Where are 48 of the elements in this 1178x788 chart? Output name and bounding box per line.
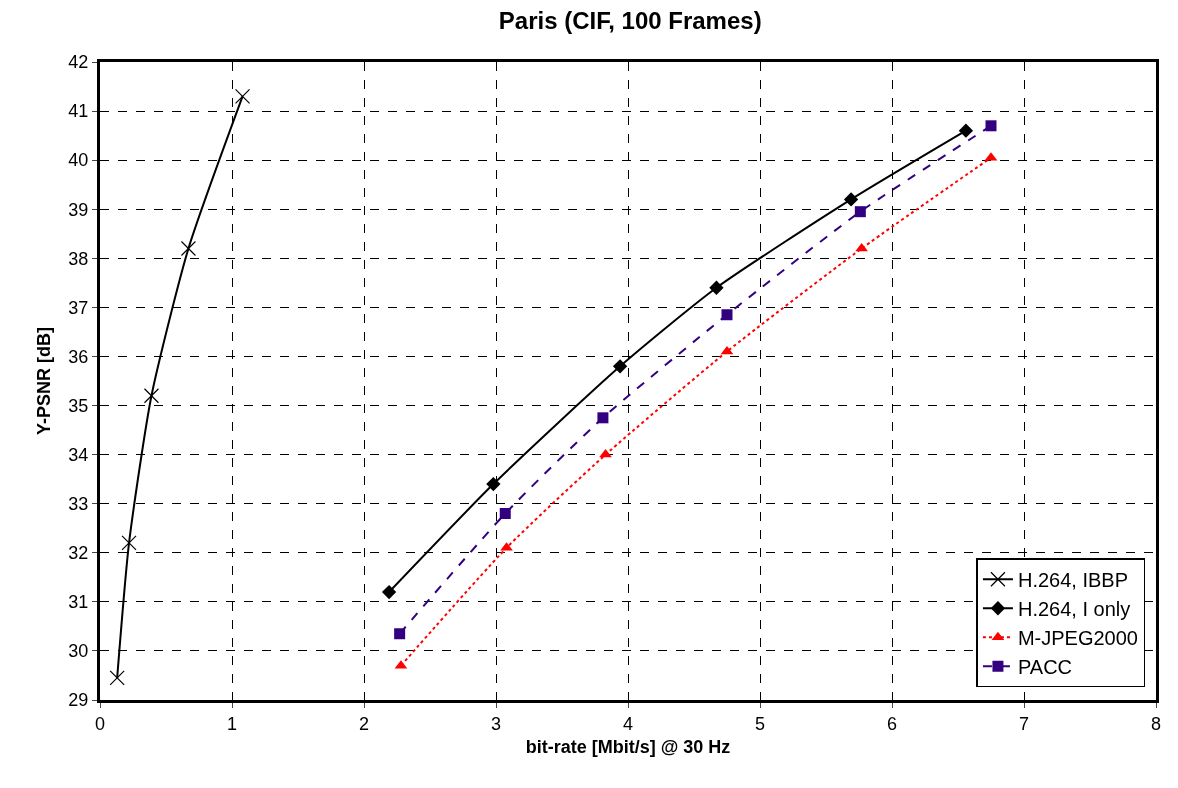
point <box>180 240 197 257</box>
point <box>843 192 859 207</box>
y-tick-label: 30 <box>68 641 89 662</box>
point <box>381 584 397 600</box>
legend-label: H.264, IBBP <box>1017 569 1128 592</box>
x-tick-label: 5 <box>754 713 766 734</box>
point <box>234 88 251 104</box>
x-axis-title: bit-rate [Mbit/s] @ 30 Hz <box>525 736 731 757</box>
point <box>121 535 137 551</box>
y-tick-label: 36 <box>68 346 89 367</box>
y-axis-title: Y-PSNR [dB] <box>33 327 54 435</box>
x-tick-label: 4 <box>622 713 634 734</box>
y-tick-label: 32 <box>68 543 89 564</box>
point <box>612 359 628 374</box>
point <box>143 388 160 404</box>
y-tick-label: 39 <box>68 199 89 220</box>
point <box>958 123 974 138</box>
y-tick-label: 29 <box>68 690 89 711</box>
y-tick-label: 33 <box>68 493 89 514</box>
point <box>394 628 406 640</box>
y-tick-label: 41 <box>68 101 89 122</box>
x-tick-label: 3 <box>490 713 502 734</box>
x-tick-label: 8 <box>1150 713 1162 734</box>
point <box>709 280 724 295</box>
legend-label: PACC <box>1017 656 1073 679</box>
x-tick-label: 2 <box>358 713 370 734</box>
x-tick-label: 1 <box>226 713 238 734</box>
point <box>486 476 501 492</box>
legend-label: H.264, I only <box>1017 598 1131 621</box>
point <box>597 412 609 424</box>
x-tick-label: 7 <box>1018 713 1030 734</box>
chart-title: Paris (CIF, 100 Frames) <box>498 6 762 34</box>
point <box>499 508 511 520</box>
x-tick-label: 0 <box>94 713 106 734</box>
point <box>985 120 997 132</box>
point <box>109 670 125 686</box>
x-tick-label: 6 <box>886 713 898 734</box>
y-tick-label: 42 <box>68 52 89 73</box>
point <box>854 206 866 218</box>
y-tick-label: 37 <box>68 297 89 318</box>
y-tick-label: 31 <box>68 592 89 613</box>
legend-label: M-JPEG2000 <box>1017 627 1138 650</box>
y-tick-label: 35 <box>68 395 89 416</box>
point <box>855 242 868 252</box>
y-tick-label: 38 <box>68 248 89 269</box>
y-tick-label: 40 <box>68 150 89 171</box>
point <box>721 309 733 321</box>
y-tick-label: 34 <box>68 444 89 465</box>
